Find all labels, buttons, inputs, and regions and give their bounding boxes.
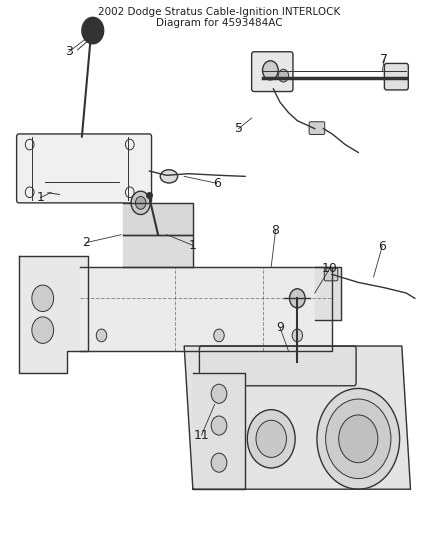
Text: 3: 3	[65, 45, 73, 58]
Circle shape	[317, 389, 399, 489]
FancyBboxPatch shape	[252, 52, 293, 92]
Text: 7: 7	[380, 53, 389, 66]
Text: 9: 9	[276, 321, 284, 334]
FancyBboxPatch shape	[324, 268, 338, 281]
Polygon shape	[123, 235, 193, 266]
Text: 6: 6	[378, 240, 386, 253]
Circle shape	[32, 317, 53, 343]
Text: 10: 10	[322, 262, 338, 274]
FancyBboxPatch shape	[17, 134, 152, 203]
Circle shape	[262, 61, 278, 80]
Polygon shape	[19, 256, 88, 373]
Circle shape	[131, 191, 150, 215]
Text: 1: 1	[37, 191, 45, 204]
Circle shape	[211, 416, 227, 435]
Circle shape	[214, 329, 224, 342]
Circle shape	[290, 289, 305, 308]
Text: 1: 1	[189, 239, 197, 252]
Circle shape	[96, 329, 107, 342]
Circle shape	[32, 285, 53, 312]
FancyBboxPatch shape	[385, 63, 408, 90]
Polygon shape	[184, 346, 410, 489]
Polygon shape	[315, 266, 341, 319]
Polygon shape	[80, 266, 332, 351]
Text: 6: 6	[213, 177, 221, 190]
Circle shape	[135, 197, 146, 209]
Text: 2002 Dodge Stratus Cable-Ignition INTERLOCK
Diagram for 4593484AC: 2002 Dodge Stratus Cable-Ignition INTERL…	[98, 7, 340, 28]
Text: 8: 8	[272, 224, 279, 237]
Polygon shape	[193, 373, 245, 489]
Circle shape	[292, 329, 303, 342]
FancyBboxPatch shape	[309, 122, 325, 134]
Circle shape	[211, 453, 227, 472]
Circle shape	[325, 399, 391, 479]
Circle shape	[82, 17, 104, 44]
Text: 11: 11	[194, 429, 209, 442]
Text: 5: 5	[235, 122, 243, 135]
Circle shape	[278, 69, 289, 82]
Circle shape	[247, 410, 295, 468]
Ellipse shape	[160, 169, 178, 183]
Text: 2: 2	[82, 236, 90, 249]
Polygon shape	[123, 203, 193, 235]
Circle shape	[339, 415, 378, 463]
Circle shape	[256, 420, 286, 457]
FancyBboxPatch shape	[199, 346, 356, 386]
Circle shape	[211, 384, 227, 403]
